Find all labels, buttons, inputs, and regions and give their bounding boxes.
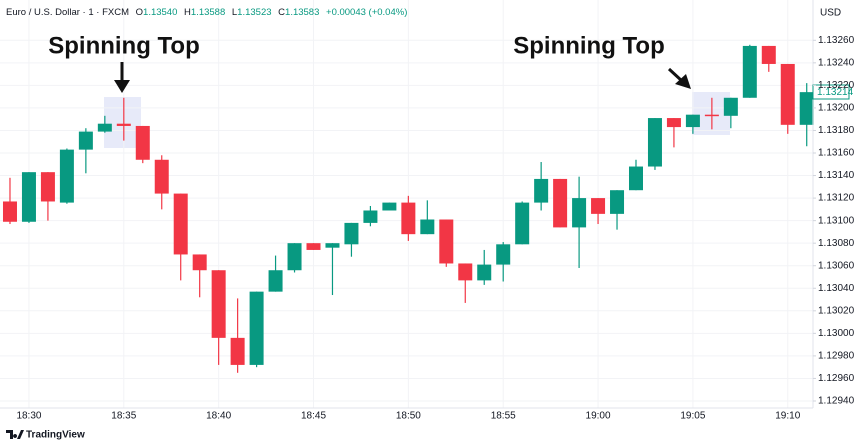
background-layer	[0, 0, 813, 408]
y-tick-label: 1.12940	[818, 396, 855, 407]
candle-body	[515, 202, 530, 245]
y-tick-label: 1.13080	[818, 238, 855, 249]
candle-body	[799, 92, 814, 125]
label: O	[136, 7, 143, 18]
candle-body	[610, 190, 625, 214]
candle-body	[78, 131, 93, 150]
x-tick-label: 18:50	[396, 411, 421, 422]
highlight-box	[104, 97, 141, 148]
candle-body	[496, 244, 511, 265]
candle-body	[173, 193, 188, 255]
y-tick-label: 1.13120	[818, 193, 855, 204]
candle-body	[761, 45, 776, 64]
price-tag: 1.13214	[817, 87, 854, 98]
value: 1.13523	[237, 7, 271, 18]
candle-body	[723, 97, 738, 116]
candle-body	[192, 254, 207, 271]
value: 1.13540	[143, 7, 177, 18]
candle-body	[306, 243, 321, 250]
label: C	[278, 7, 285, 18]
y-tick-label: 1.13040	[818, 283, 855, 294]
annotation: Spinning Top	[48, 32, 200, 59]
candle-body	[666, 118, 681, 128]
y-tick-label: 1.12980	[818, 351, 855, 362]
y-tick-label: 1.13200	[818, 103, 855, 114]
candle-body	[591, 198, 606, 214]
candle-body	[325, 243, 340, 248]
candle-body	[572, 198, 587, 228]
logo	[6, 430, 24, 439]
candle-body	[40, 172, 55, 202]
candle-body	[363, 210, 378, 223]
x-tick-label: 18:55	[491, 411, 516, 422]
candle-body	[116, 123, 131, 126]
candle-body	[780, 63, 795, 125]
candle-body	[685, 114, 700, 128]
brand-name: TradingView	[26, 430, 85, 441]
candle-body	[553, 178, 568, 228]
label: H	[184, 7, 191, 18]
candle-body	[249, 291, 264, 365]
candle-body	[59, 149, 74, 203]
legend-header: Euro / U.S. Dollar · 1 · FXCM O1.13540 H…	[6, 7, 407, 18]
arrows	[114, 62, 691, 93]
currency: USD	[820, 8, 841, 19]
price-tag-box	[812, 84, 850, 100]
brand: TradingView	[6, 430, 85, 441]
candle-body	[154, 159, 169, 194]
plot-layer	[2, 44, 814, 373]
value: 1.13583	[285, 7, 319, 18]
value: 1.13588	[191, 7, 225, 18]
y-tick-label: 1.13240	[818, 57, 855, 68]
x-tick-label: 18:35	[111, 411, 136, 422]
arrow-head	[675, 74, 691, 89]
arrow	[667, 67, 684, 83]
candle-body	[21, 172, 36, 222]
x-tick-label: 19:00	[586, 411, 611, 422]
y-tick-label: 1.13220	[818, 80, 855, 91]
x-tick-label: 18:45	[301, 411, 326, 422]
highlight-box	[692, 92, 730, 135]
candle-body	[704, 114, 719, 117]
candle-body	[97, 123, 112, 132]
candle-body	[439, 219, 454, 264]
candle-body	[2, 201, 17, 222]
candle-body	[268, 270, 283, 292]
header-text: Euro / U.S. Dollar · 1 · FXCM O1.13540 H…	[6, 7, 407, 18]
y-tick-label: 1.13160	[818, 148, 855, 159]
y-tick-label: 1.13060	[818, 260, 855, 271]
candle-body	[477, 264, 492, 281]
annotation: Spinning Top	[513, 32, 665, 59]
y-tick-label: 1.12960	[818, 373, 855, 384]
candle-body	[287, 243, 302, 271]
y-tick-label: 1.13100	[818, 215, 855, 226]
candle-body	[647, 118, 662, 167]
candle-body	[344, 222, 359, 245]
candle-body	[230, 337, 245, 365]
candle-body	[458, 263, 473, 281]
symbol: Euro / U.S. Dollar · 1 · FXCM	[6, 7, 129, 18]
y-tick-label: 1.13000	[818, 328, 855, 339]
candle-body	[382, 202, 397, 211]
x-tick-label: 19:05	[680, 411, 705, 422]
change: +0.00043 (+0.04%)	[326, 7, 407, 18]
y-tick-label: 1.13140	[818, 170, 855, 181]
candle-body	[135, 125, 150, 160]
candle-body	[211, 270, 226, 338]
candle-body	[534, 178, 549, 203]
candle-body	[420, 219, 435, 235]
candle-body	[401, 202, 416, 235]
y-tick-label: 1.13260	[818, 35, 855, 46]
label: L	[232, 7, 237, 18]
x-tick-label: 18:30	[16, 411, 41, 422]
x-tick-label: 19:10	[775, 411, 800, 422]
candle-body	[628, 166, 643, 191]
x-tick-label: 18:40	[206, 411, 231, 422]
y-tick-label: 1.13180	[818, 125, 855, 136]
arrow-head	[114, 80, 130, 93]
candle-body	[742, 45, 757, 98]
y-tick-label: 1.13020	[818, 305, 855, 316]
